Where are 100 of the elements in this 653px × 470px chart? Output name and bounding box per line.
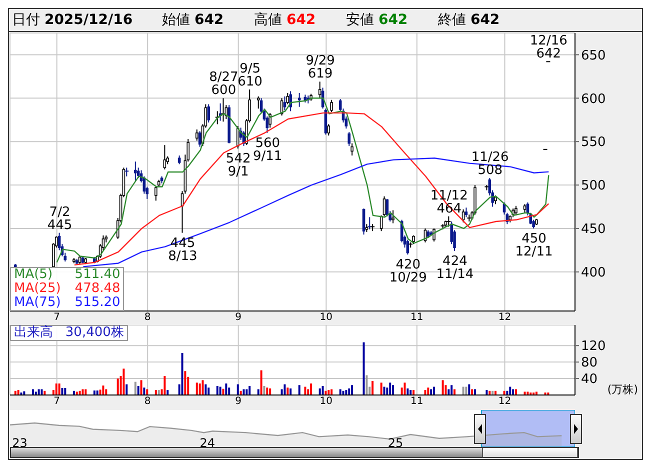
bar xyxy=(348,388,350,395)
bar xyxy=(55,383,58,395)
x-tick-label: 7 xyxy=(54,312,60,323)
candlestick xyxy=(289,90,292,112)
bar xyxy=(404,382,406,395)
x-tick-label: 10 xyxy=(320,312,333,323)
bar xyxy=(143,388,146,395)
bar xyxy=(32,389,34,395)
candlestick xyxy=(330,99,333,113)
bar xyxy=(34,392,37,395)
bar xyxy=(339,389,342,395)
candlestick xyxy=(298,92,301,108)
x-tick-label: 9 xyxy=(235,312,242,323)
text: 始値 642 xyxy=(162,12,224,28)
bar xyxy=(166,390,169,395)
bar xyxy=(102,386,104,395)
annotation: 9/5 610 xyxy=(238,61,262,90)
bar xyxy=(204,384,207,395)
bar xyxy=(351,385,354,395)
candlestick xyxy=(198,130,202,148)
bar xyxy=(383,386,386,395)
bar xyxy=(524,392,526,395)
bar xyxy=(263,386,266,395)
bar xyxy=(158,390,160,395)
bar xyxy=(448,389,450,395)
x-tick-label: 7 xyxy=(54,396,60,407)
text: 日付 2025/12/16 xyxy=(12,12,133,28)
text: 終値 642 xyxy=(438,12,500,28)
bar xyxy=(184,371,186,395)
x-tick-label: 25 xyxy=(388,436,404,450)
annotation: 8/27 600 xyxy=(209,70,238,98)
bar xyxy=(164,376,166,395)
bar xyxy=(137,386,140,395)
candlestick xyxy=(195,128,198,142)
x-tick-label: 9 xyxy=(235,396,242,407)
y-axis-title: (万株) xyxy=(607,383,638,396)
bar xyxy=(442,380,444,395)
x-tick-label: 12 xyxy=(498,312,512,323)
bar xyxy=(40,389,43,395)
bar xyxy=(509,386,512,395)
bar xyxy=(284,384,286,395)
bar xyxy=(198,383,201,395)
bar xyxy=(248,386,251,395)
bar xyxy=(216,386,218,395)
annotation: 424 11/14 xyxy=(436,254,474,282)
bar xyxy=(392,385,394,395)
candlestick xyxy=(318,81,322,99)
bar xyxy=(84,389,87,395)
x-tick-label: 8 xyxy=(144,312,151,323)
bar xyxy=(202,380,204,395)
bar xyxy=(290,388,292,395)
bar xyxy=(430,389,432,395)
candlestick xyxy=(348,132,351,146)
bar xyxy=(465,386,468,395)
bar xyxy=(380,382,382,395)
candlestick xyxy=(134,161,137,182)
bar xyxy=(260,370,262,395)
candlestick xyxy=(236,125,240,150)
x-tick-label: 11 xyxy=(410,312,424,323)
y-tick-label: 120 xyxy=(581,339,606,354)
bar xyxy=(116,378,119,395)
bar xyxy=(196,382,198,395)
bar xyxy=(345,390,348,395)
candlestick xyxy=(286,92,290,105)
bar xyxy=(266,388,268,395)
bar xyxy=(242,389,245,395)
bar xyxy=(99,390,102,395)
bar xyxy=(105,389,108,395)
candlestick xyxy=(163,144,166,170)
annotation: 7/2 445 xyxy=(47,204,72,233)
bar xyxy=(269,388,272,395)
candlestick xyxy=(382,196,386,217)
bar xyxy=(427,388,430,395)
bar xyxy=(219,386,222,395)
bar xyxy=(225,383,228,395)
candlestick xyxy=(350,142,354,156)
bar xyxy=(76,392,78,395)
bar xyxy=(181,353,184,395)
y-tick-label: 500 xyxy=(581,178,606,194)
candlestick xyxy=(256,96,260,110)
y-tick-label: 40 xyxy=(581,372,598,388)
bar xyxy=(318,388,321,395)
bar xyxy=(64,388,66,395)
bar xyxy=(362,342,365,395)
y-tick-label: 80 xyxy=(581,356,598,371)
candlestick xyxy=(207,104,210,123)
bar xyxy=(298,385,300,395)
bar xyxy=(406,388,409,395)
bar xyxy=(372,381,374,395)
text: MA(75) 515.20 xyxy=(14,295,120,310)
x-tick-label: 24 xyxy=(200,436,216,450)
bar xyxy=(208,388,210,395)
candlestick xyxy=(327,124,330,136)
x-tick-label: 12 xyxy=(498,396,512,407)
bar xyxy=(257,389,260,395)
candlestick xyxy=(392,210,394,224)
annotation: 9/29 619 xyxy=(306,54,335,82)
candlestick xyxy=(283,96,286,111)
annotation: 450 12/11 xyxy=(515,231,553,260)
bar xyxy=(82,389,84,395)
